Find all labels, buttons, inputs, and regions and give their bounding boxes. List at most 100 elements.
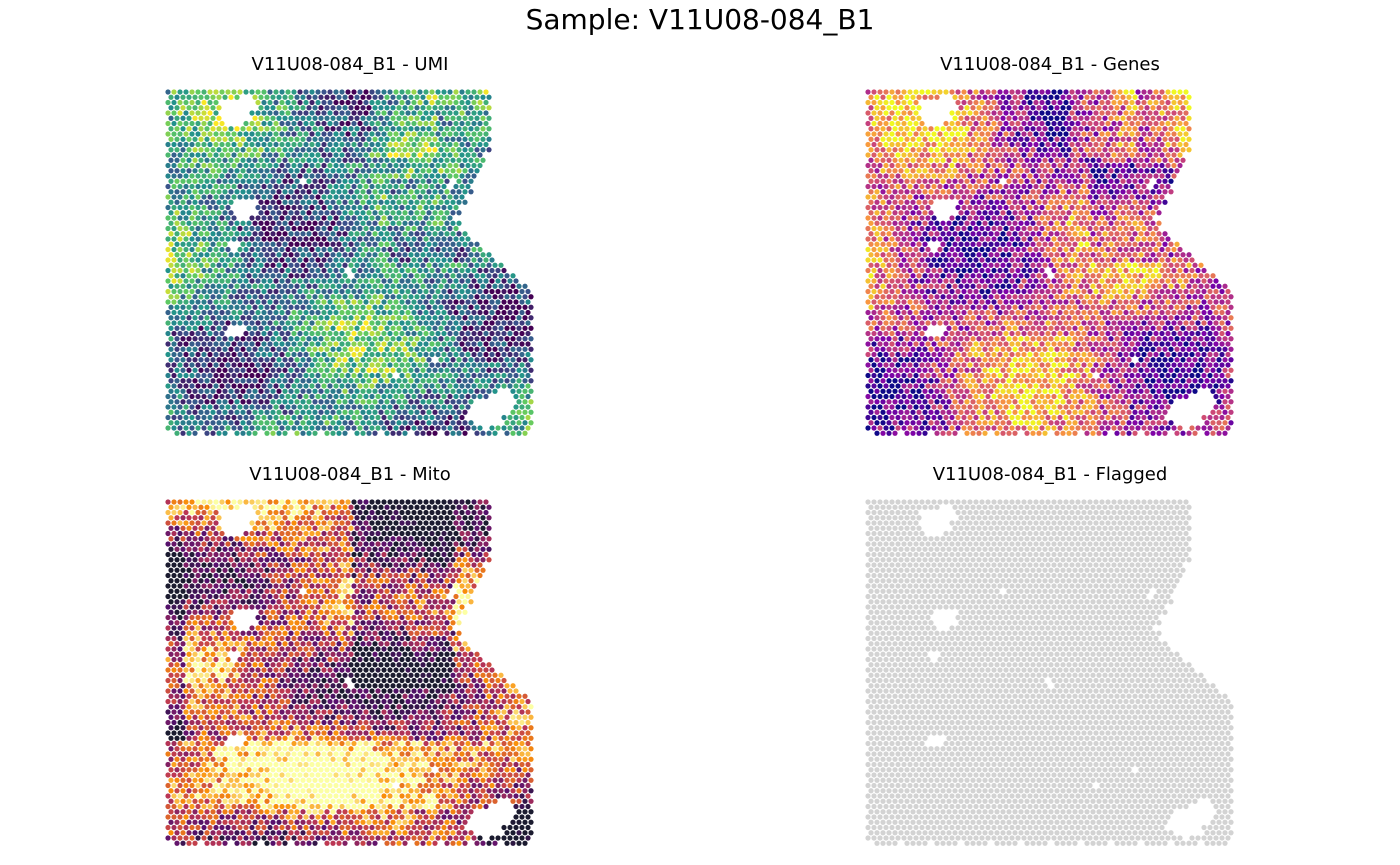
spot-umi: [480, 94, 486, 100]
spot-umi: [354, 420, 360, 426]
spot-genes: [952, 157, 958, 163]
spot-umi: [192, 189, 198, 195]
spot-umi: [288, 94, 294, 100]
spot-umi: [177, 194, 183, 200]
spot-umi: [333, 162, 339, 169]
spot-genes: [1063, 131, 1069, 137]
spot-umi: [462, 252, 468, 258]
spot-umi: [195, 194, 201, 200]
spot-umi: [300, 147, 306, 153]
spot-genes: [907, 89, 913, 95]
spot-umi: [273, 120, 279, 127]
spot-genes: [922, 168, 928, 174]
spot-umi: [393, 141, 399, 148]
spot-umi: [384, 136, 390, 142]
spot-umi: [237, 267, 243, 274]
spot-genes: [1087, 173, 1093, 179]
spot-umi: [408, 325, 414, 331]
spot-umi: [450, 252, 456, 258]
spot-umi: [375, 204, 381, 211]
spot-umi: [192, 346, 198, 352]
spot-genes: [1036, 147, 1042, 153]
spot-genes: [1045, 99, 1051, 106]
spot-umi: [207, 162, 213, 169]
spot-genes: [865, 225, 871, 232]
spot-umi: [219, 141, 225, 148]
spot-umi: [363, 152, 369, 158]
spot-umi: [255, 330, 261, 337]
spot-umi: [165, 425, 171, 431]
spot-umi: [432, 409, 438, 415]
spot-umi: [171, 173, 177, 179]
spot-umi: [387, 89, 393, 95]
spot-genes: [1012, 220, 1018, 226]
spot-genes: [889, 173, 895, 179]
spot-umi: [237, 236, 243, 242]
spot-umi: [192, 105, 198, 111]
spot-genes: [1024, 147, 1030, 153]
spot-genes: [970, 126, 976, 132]
spot-genes: [928, 189, 934, 195]
spot-genes: [979, 215, 985, 221]
spot-umi: [486, 147, 492, 153]
spot-umi: [282, 346, 288, 352]
spot-genes: [1084, 199, 1090, 205]
spot-umi: [351, 414, 357, 421]
spot-umi: [204, 147, 210, 153]
spot-genes: [1018, 94, 1024, 100]
spot-genes: [1090, 220, 1096, 226]
spot-umi: [300, 388, 306, 394]
spot-genes: [1018, 126, 1024, 132]
spot-umi: [465, 110, 471, 116]
spot-umi: [192, 399, 198, 405]
spot-umi: [396, 304, 402, 310]
spot-umi: [171, 404, 177, 410]
spot-umi: [363, 267, 369, 274]
spot-umi: [183, 320, 189, 326]
spot-umi: [438, 252, 444, 258]
spot-genes: [949, 225, 955, 232]
spot-umi: [360, 430, 366, 436]
spot-umi: [297, 267, 303, 274]
spot-umi: [225, 236, 231, 242]
spot-umi: [291, 330, 297, 337]
spot-umi: [369, 288, 375, 295]
spot-umi: [348, 294, 354, 300]
spot-genes: [1108, 126, 1114, 132]
spot-umi: [393, 267, 399, 274]
spot-genes: [1078, 136, 1084, 142]
spot-umi: [246, 367, 252, 373]
spot-umi: [261, 204, 267, 211]
spot-umi: [345, 309, 351, 316]
spot-umi: [174, 136, 180, 142]
spot-umi: [513, 330, 519, 337]
spot-umi: [288, 325, 294, 331]
spot-umi: [375, 183, 381, 190]
spot-genes: [1186, 147, 1192, 153]
spot-genes: [901, 89, 907, 95]
spot-genes: [1153, 99, 1159, 106]
spot-umi: [426, 346, 432, 352]
spot-umi: [309, 299, 315, 305]
spot-umi: [462, 346, 468, 352]
spot-genes: [970, 210, 976, 216]
spot-umi: [204, 220, 210, 226]
spot-umi: [222, 262, 228, 268]
spot-umi: [345, 236, 351, 242]
spot-genes: [1114, 147, 1120, 153]
spot-umi: [198, 220, 204, 226]
spot-umi: [507, 414, 513, 421]
spot-umi: [432, 304, 438, 310]
spot-umi: [366, 399, 372, 405]
spot-genes: [1090, 178, 1096, 184]
spot-umi: [174, 199, 180, 205]
spot-umi: [171, 351, 177, 358]
spot-umi: [255, 425, 261, 431]
spot-genes: [961, 120, 967, 127]
spot-umi: [297, 278, 303, 284]
spot-umi: [216, 94, 222, 100]
spot-umi: [249, 236, 255, 242]
spot-umi: [378, 325, 384, 331]
spot-genes: [967, 110, 973, 116]
spot-genes: [934, 136, 940, 142]
